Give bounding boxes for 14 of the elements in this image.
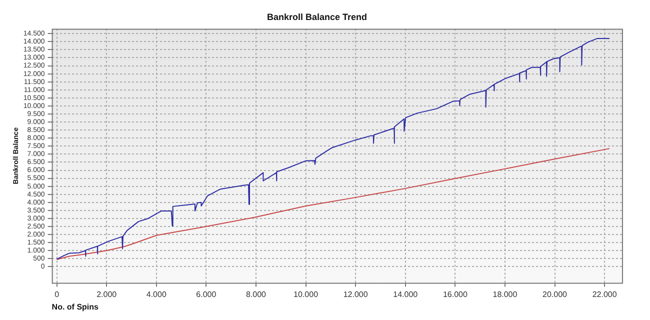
x-tick-label: 10.000 — [294, 290, 319, 299]
x-tick-label: 4.000 — [146, 290, 167, 299]
x-tick-label: 22.000 — [592, 290, 618, 299]
x-tick-label: 2.000 — [96, 290, 118, 299]
x-tick-label: 8.000 — [246, 290, 267, 299]
chart-title: Bankroll Balance Trend — [266, 12, 368, 22]
x-tick-label: 6.000 — [196, 290, 217, 299]
x-tick-label: 18.000 — [492, 290, 518, 299]
x-tick-label: 12.000 — [343, 290, 368, 299]
x-tick-label: 14.000 — [393, 290, 418, 299]
x-tick-label: 16.000 — [442, 290, 468, 299]
x-tick-label: 0 — [54, 290, 60, 299]
x-axis-title: No. of Spins — [52, 302, 100, 312]
x-tick-label: 20.000 — [542, 290, 568, 299]
